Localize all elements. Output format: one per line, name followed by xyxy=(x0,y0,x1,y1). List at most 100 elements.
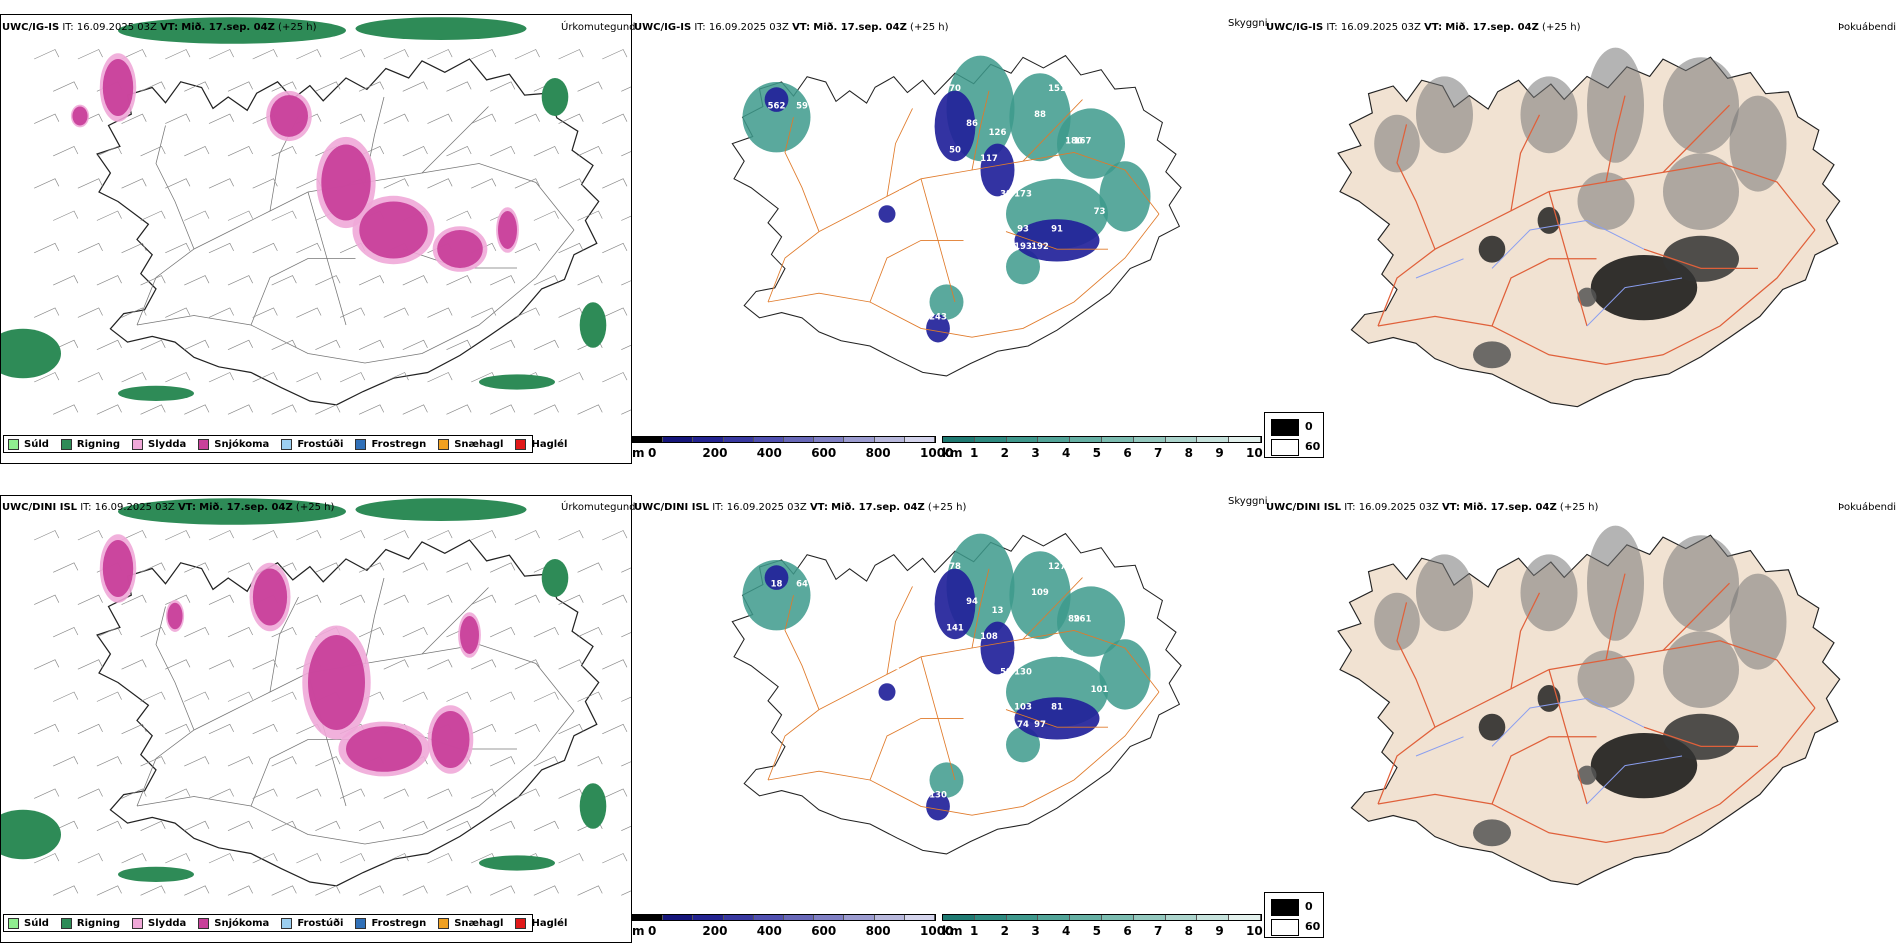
snow-area xyxy=(167,602,183,630)
colorbar-tick: 1 xyxy=(970,924,979,938)
road-line xyxy=(364,577,385,664)
legend-item: Haglél xyxy=(515,917,567,929)
wind-barb xyxy=(34,372,60,383)
colorbar-tick: 800 xyxy=(865,446,891,460)
ceiling-value: 126 xyxy=(989,128,1007,138)
wind-barb xyxy=(490,691,516,702)
road-line xyxy=(869,239,964,303)
vt-value: Mið. 17.sep. 04Z xyxy=(181,22,275,33)
wind-barb xyxy=(184,885,210,896)
wind-barb xyxy=(358,404,385,415)
colorbar-strip xyxy=(632,436,936,443)
wind-barb xyxy=(446,820,472,832)
wind-barb xyxy=(296,530,322,541)
wind-barb xyxy=(402,404,428,415)
fog-moderate xyxy=(1729,95,1787,192)
colorbar-tick: 1000 xyxy=(920,446,954,460)
road-line xyxy=(1510,114,1541,211)
colorbar-tick: 4 xyxy=(1062,924,1071,938)
colorbar-tick: 600 xyxy=(811,924,837,938)
wind-barb xyxy=(296,372,322,383)
it-label: IT: xyxy=(62,22,74,33)
wind-barb xyxy=(227,145,253,157)
wind-barb xyxy=(558,530,584,541)
wind-barb xyxy=(490,145,516,157)
ceiling-value: 159 xyxy=(980,764,998,774)
river-line xyxy=(1586,755,1683,805)
wind-barb xyxy=(577,404,603,415)
model-name: UWC/IG-IS xyxy=(634,22,692,33)
wind-barb xyxy=(208,113,234,124)
wind-barb xyxy=(533,820,559,832)
road-line xyxy=(136,229,575,364)
vt-value: Mið. 17.sep. 04Z xyxy=(1445,22,1539,33)
wind-barb xyxy=(383,372,409,383)
wind-barb xyxy=(577,756,603,767)
legend-swatch xyxy=(438,917,450,929)
cloud-panel-2: 201 921 18 64 78 94 13 141 108 127 218 109 261 594 130… xyxy=(632,492,1262,942)
wind-barb xyxy=(140,885,166,896)
wind-barb xyxy=(53,820,79,832)
legend-swatch xyxy=(60,917,72,929)
road-line xyxy=(1396,124,1436,250)
low-cloud-area xyxy=(1009,73,1071,162)
header-precip-2: UWC/DINI ISL IT: 16.09.2025 03Z VT: Mið.… xyxy=(2,502,334,514)
ceiling-value: 42 xyxy=(1043,641,1055,651)
colorbar-step xyxy=(1229,437,1261,442)
colorbar-tick: 800 xyxy=(865,924,891,938)
low-cloud-area xyxy=(929,284,964,320)
wind-barb xyxy=(53,562,79,573)
wind-barb xyxy=(296,242,322,254)
colorbar-step xyxy=(663,915,694,920)
road-line xyxy=(784,117,820,232)
wind-barb xyxy=(77,178,103,189)
wind-barb xyxy=(140,145,166,157)
wind-barb xyxy=(621,86,631,92)
road-line xyxy=(1377,229,1816,366)
road-line xyxy=(1643,248,1759,270)
wind-barb xyxy=(490,81,516,92)
wind-barb xyxy=(471,594,497,605)
wind-barb xyxy=(558,853,584,864)
wind-barb xyxy=(471,788,497,799)
wind-barb xyxy=(208,659,234,670)
vt-value: Mið. 17.sep. 04Z xyxy=(199,502,293,513)
ceiling-area xyxy=(1014,219,1100,262)
wind-barb xyxy=(77,49,103,60)
wind-barb xyxy=(53,339,79,351)
wind-barb xyxy=(621,151,631,157)
wind-barb xyxy=(383,788,409,799)
fog-moderate xyxy=(1663,57,1739,154)
road-line xyxy=(155,606,195,731)
wind-barb xyxy=(577,275,603,286)
colorbar-step xyxy=(974,437,1007,442)
ceiling-value: 18 xyxy=(771,579,783,589)
ceiling-area xyxy=(934,568,976,640)
wind-barb xyxy=(402,339,428,351)
wind-barb xyxy=(34,113,60,124)
wind-barb xyxy=(339,788,366,799)
wind-barb xyxy=(271,885,297,896)
road-line xyxy=(767,691,1160,816)
wind-barb xyxy=(77,594,103,605)
legend-swatch xyxy=(355,438,367,450)
wind-barb xyxy=(96,626,122,638)
fog-dense xyxy=(1473,341,1511,369)
ceiling-area xyxy=(764,565,789,590)
ceiling-value: 117 xyxy=(980,154,998,164)
ceiling-value: 86 xyxy=(966,119,978,129)
fog-moderate xyxy=(1374,592,1420,651)
wind-barb xyxy=(34,307,60,318)
colorbar-step xyxy=(874,915,905,920)
wind-barb xyxy=(296,788,322,799)
wind-barb xyxy=(208,788,234,799)
legend-label: Súld xyxy=(24,438,49,450)
wind-barb xyxy=(383,853,409,864)
wind-barb xyxy=(427,788,453,799)
road-line xyxy=(1022,99,1083,162)
wind-barb xyxy=(602,594,628,605)
colorbar-step xyxy=(693,437,724,442)
wind-barb xyxy=(53,275,79,286)
ceiling-value: 81 xyxy=(1051,702,1063,712)
colorbar-step xyxy=(814,437,845,442)
